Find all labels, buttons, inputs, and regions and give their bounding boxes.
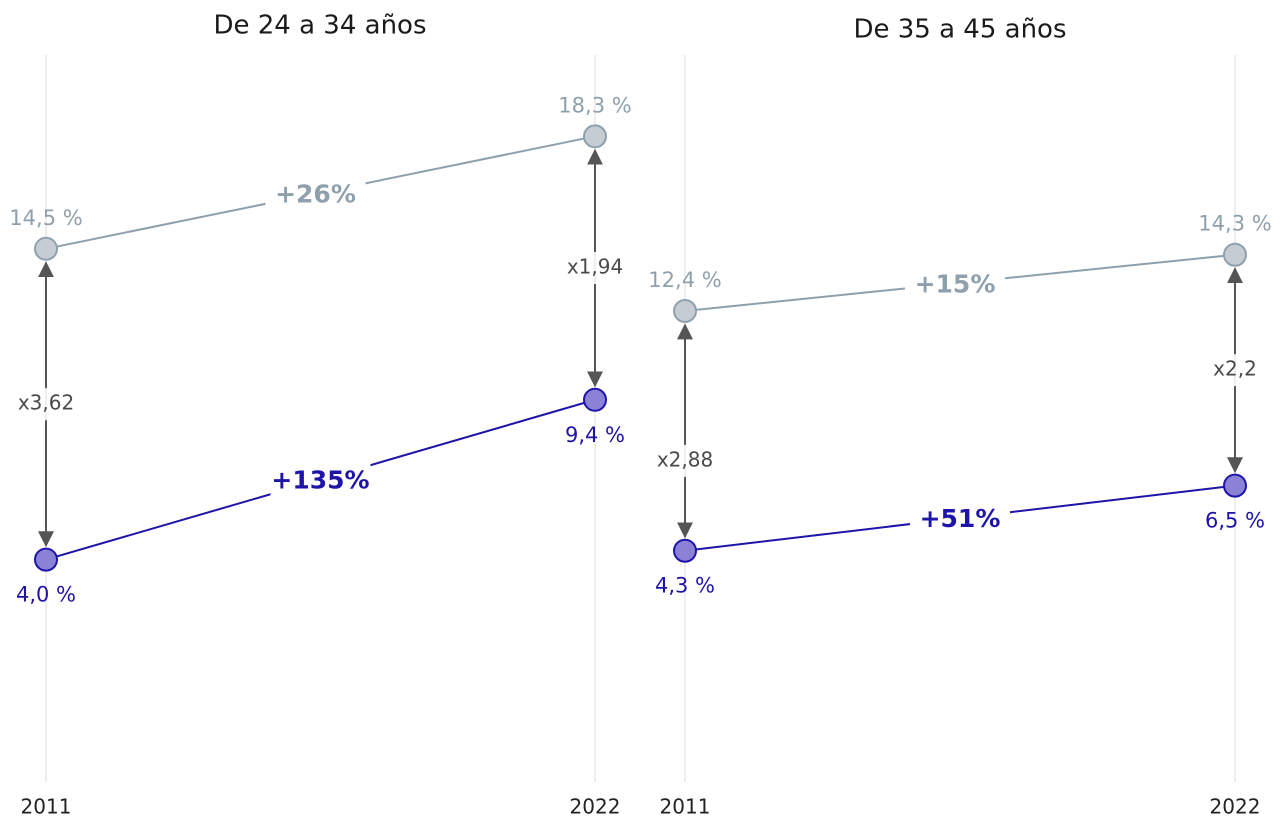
- change-label-top-bg: [265, 177, 366, 210]
- data-point-bottom: [34, 547, 58, 572]
- data-point-bottom: [583, 387, 607, 412]
- data-point-top: [673, 298, 697, 323]
- change-label-bottom: +135%: [271, 466, 369, 495]
- panel-title: De 24 a 34 años: [213, 11, 426, 41]
- value-label-bottom: 9,4 %: [565, 423, 625, 447]
- panel-1: De 24 a 34 años 2011 2022 x3,62 x1,94 +26% +13…: [9, 11, 631, 819]
- change-label-bottom: +51%: [920, 504, 1001, 533]
- x-tick-label: 2011: [21, 795, 72, 819]
- value-label-top: 14,5 %: [9, 206, 82, 230]
- value-label-top: 12,4 %: [648, 268, 721, 292]
- panel-2: De 35 a 45 años 2011 2022 x2,88 x2,2 +15% +51%…: [648, 15, 1271, 819]
- data-point-bottom: [1223, 473, 1247, 498]
- x-tick-label: 2011: [660, 795, 711, 819]
- value-label-bottom: 4,3 %: [655, 574, 715, 598]
- ratio-label: x2,2: [1213, 357, 1257, 381]
- change-label-bottom-bg: [270, 463, 371, 496]
- data-point-top: [34, 236, 58, 261]
- ratio-label: x3,62: [18, 391, 74, 415]
- value-label-top: 14,3 %: [1198, 212, 1271, 236]
- panel-title: De 35 a 45 años: [853, 15, 1066, 45]
- change-label-top-bg: [905, 267, 1005, 300]
- change-label-bottom-bg: [910, 502, 1010, 535]
- data-point-top: [1223, 242, 1247, 267]
- ratio-label: x1,94: [567, 255, 623, 279]
- data-point-top: [583, 124, 607, 149]
- data-point-bottom: [673, 538, 697, 563]
- x-tick-label: 2022: [1210, 795, 1261, 819]
- value-label-bottom: 6,5 %: [1205, 509, 1265, 533]
- value-label-bottom: 4,0 %: [16, 583, 76, 607]
- value-label-top: 18,3 %: [558, 93, 631, 117]
- x-tick-label: 2022: [570, 795, 621, 819]
- change-label-top: +15%: [915, 269, 996, 298]
- ratio-label: x2,88: [657, 447, 713, 471]
- change-label-top: +26%: [275, 180, 356, 209]
